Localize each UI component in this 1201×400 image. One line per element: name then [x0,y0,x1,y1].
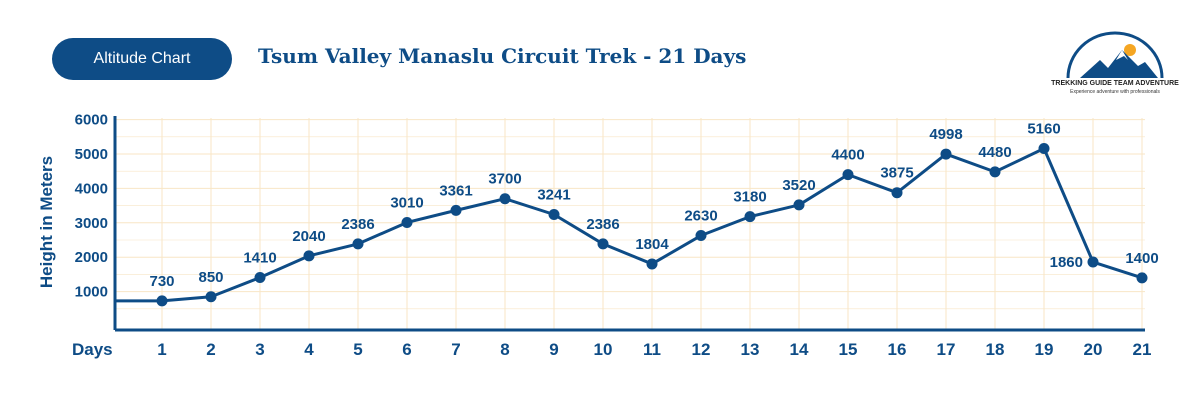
data-point [352,238,364,250]
data-label: 2386 [341,216,374,233]
y-tick-label: 5000 [75,146,108,163]
y-axis-title: Height in Meters [37,156,56,288]
x-tick-label: 5 [353,340,362,359]
y-tick-label: 6000 [75,112,108,129]
data-label: 3180 [733,189,766,206]
data-label: 2630 [684,208,717,225]
data-label: 3520 [782,177,815,194]
y-tick-label: 4000 [75,180,108,197]
data-label: 3010 [390,194,423,211]
data-point [891,187,903,199]
data-point [548,209,560,221]
x-tick-label: 2 [206,340,215,359]
chart-title: Tsum Valley Manaslu Circuit Trek - 21 Da… [258,44,747,68]
data-point [940,148,952,160]
x-tick-label: 13 [741,340,760,359]
data-label: 850 [198,269,223,286]
data-point [597,238,609,250]
data-point [842,169,854,181]
data-label: 3361 [439,182,472,199]
mountain-logo-icon [1066,31,1164,79]
data-point [744,211,756,223]
data-point [401,216,413,228]
data-point [1136,272,1148,284]
x-tick-label: 20 [1084,340,1103,359]
altitude-chart-badge: Altitude Chart [52,38,232,80]
x-tick-label: 16 [888,340,907,359]
data-point [254,271,266,283]
data-point [205,291,217,303]
data-point [303,250,315,262]
data-label: 3875 [880,165,913,182]
x-tick-label: 9 [549,340,558,359]
data-label: 1400 [1125,250,1158,267]
logo-name: TREKKING GUIDE TEAM ADVENTURE [1051,80,1179,87]
data-point [499,193,511,205]
data-point [695,230,707,242]
altitude-line [115,146,1143,303]
data-label: 3241 [537,187,570,204]
data-label: 4400 [831,147,864,164]
x-tick-label: 21 [1133,340,1152,359]
data-point [156,295,168,307]
company-logo: TREKKING GUIDE TEAM ADVENTURE Experience… [1050,28,1180,108]
data-label: 730 [149,273,174,290]
data-label: 1860 [1050,254,1083,271]
data-label: 1804 [635,236,669,253]
data-point [989,166,1001,178]
x-tick-label: 15 [839,340,858,359]
data-label: 2386 [586,216,619,233]
data-point [793,199,805,211]
data-point [450,204,462,216]
x-tick-label: 17 [937,340,956,359]
y-tick-label: 1000 [75,284,108,301]
data-label: 4998 [929,126,962,143]
y-tick-label: 2000 [75,249,108,266]
data-label: 1410 [243,249,276,266]
x-tick-label: 4 [304,340,314,359]
data-label: 5160 [1027,120,1060,137]
x-tick-label: 18 [986,340,1005,359]
x-tick-label: 6 [402,340,411,359]
x-tick-label: 12 [692,340,711,359]
y-tick-label: 3000 [75,215,108,232]
x-tick-label: 10 [594,340,613,359]
logo-tagline: Experience adventure with professionals [1070,89,1160,95]
x-tick-label: 14 [790,340,809,359]
data-label: 4480 [978,144,1011,161]
data-label: 2040 [292,228,325,245]
x-tick-label: 11 [643,340,661,359]
x-tick-label: 1 [157,340,166,359]
x-tick-label: 3 [255,340,264,359]
x-tick-label: 8 [500,340,509,359]
data-label: 3700 [488,171,521,188]
data-point [1087,256,1099,268]
x-tick-label: 19 [1035,340,1054,359]
data-point [646,258,658,270]
x-axis-title: Days [72,340,113,359]
x-tick-label: 7 [451,340,460,359]
data-point [1038,142,1050,154]
